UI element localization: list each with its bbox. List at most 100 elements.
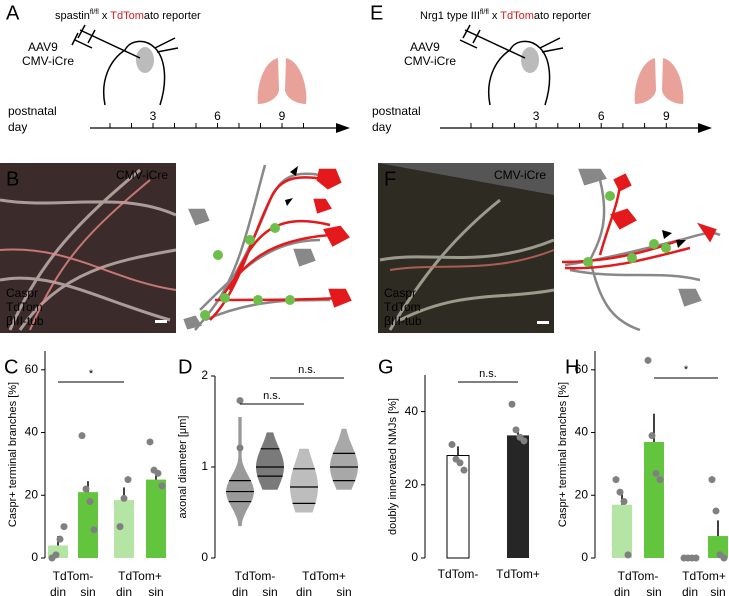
data-point — [644, 356, 652, 364]
x-tick-label: sin — [646, 585, 661, 596]
panel-letter: F — [384, 168, 396, 190]
y-axis-label: doubly innervated NMJs [%] — [387, 398, 399, 535]
x-tick-label: TdTom- — [438, 567, 479, 581]
significance-label: * — [684, 364, 689, 376]
timeline-arrow — [336, 123, 350, 133]
tracing-f — [561, 168, 721, 332]
group-label: TdTom- — [235, 569, 276, 583]
data-point — [78, 432, 86, 440]
stain-label: TdTom — [6, 300, 43, 314]
data-point — [154, 469, 162, 477]
stain-label: Caspr — [6, 286, 38, 300]
group-label: TdTom+ — [682, 569, 726, 583]
data-point — [648, 432, 656, 440]
timeline-label: postnatal — [372, 104, 421, 118]
bar — [146, 479, 166, 558]
data-point — [86, 498, 94, 506]
mouse-a — [71, 24, 179, 106]
tracing-b — [183, 164, 352, 331]
group-label: TdTom+ — [118, 569, 162, 583]
panel-title: Nrg1 type IIIfl/fl x TdTomato reporter — [420, 9, 591, 22]
data-point — [60, 523, 68, 531]
panel-letter: E — [370, 2, 383, 24]
data-point — [712, 507, 720, 515]
x-tick-label: din — [614, 585, 630, 596]
virus: AAV9 — [410, 40, 440, 54]
y-tick-label: 40 — [25, 425, 39, 439]
x-tick-label: sin — [262, 585, 277, 596]
x-tick-label: din — [296, 585, 312, 596]
x-tick-label: sin — [80, 585, 95, 596]
bar — [644, 441, 664, 558]
stain-label: TdTom — [384, 300, 421, 314]
title-part: x — [489, 10, 500, 22]
panel-letter: A — [6, 2, 20, 24]
data-point — [656, 476, 664, 484]
mouse-e — [459, 24, 564, 106]
day-label: 9 — [279, 109, 286, 123]
promoter: CMV-iCre — [404, 54, 456, 68]
promoter-label: CMV-iCre — [116, 168, 168, 182]
panel-title: spastinfl/fl x TdTomato reporter — [55, 9, 201, 22]
title-part: spastin — [55, 10, 90, 22]
data-point — [116, 523, 124, 531]
significance-label: * — [89, 368, 94, 380]
y-axis-label: Caspr+ terminal branches [%] — [557, 382, 569, 527]
timeline-label: day — [8, 120, 27, 134]
data-point — [512, 426, 520, 434]
x-tick-label: din — [50, 585, 66, 596]
significance-label: n.s. — [479, 368, 497, 380]
y-tick-label: 20 — [575, 487, 589, 501]
title-part: fl/fl — [480, 9, 489, 16]
y-axis-label: Caspr+ terminal branches [%] — [7, 382, 19, 527]
data-point — [82, 485, 90, 493]
y-tick-label: 0 — [31, 550, 38, 564]
outlier — [236, 444, 244, 452]
title-part: x — [99, 10, 110, 22]
data-point — [708, 476, 716, 484]
bar — [78, 492, 98, 558]
outlier — [236, 397, 244, 405]
stain-label: βIII-tub — [384, 314, 422, 328]
panel-letter: G — [378, 356, 394, 378]
violin — [330, 428, 358, 490]
timeline-arrow — [698, 123, 712, 133]
bar — [507, 435, 529, 558]
x-tick-label: sin — [148, 585, 163, 596]
violin — [290, 448, 318, 513]
stain-label: Caspr — [384, 286, 416, 300]
x-tick-label: sin — [710, 585, 725, 596]
y-tick-label: 0 — [201, 550, 208, 564]
data-point — [124, 476, 132, 484]
violin — [226, 416, 254, 527]
data-point — [448, 441, 456, 449]
day-label: 3 — [533, 109, 540, 123]
title-part: TdTom — [500, 10, 534, 22]
y-tick-label: 0 — [581, 550, 588, 564]
panel-letter: C — [4, 356, 18, 378]
y-tick-label: 40 — [575, 425, 589, 439]
y-tick-label: 20 — [25, 487, 39, 501]
day-label: 6 — [214, 109, 221, 123]
promoter: CMV-iCre — [22, 54, 74, 68]
data-point — [624, 551, 632, 559]
x-tick-label: din — [232, 585, 248, 596]
bar — [114, 499, 134, 558]
data-point — [720, 554, 728, 562]
x-tick-label: TdTom+ — [496, 567, 540, 581]
data-point — [616, 488, 624, 496]
y-tick-label: 1 — [201, 459, 208, 473]
group-label: TdTom- — [53, 569, 94, 583]
timeline-label: postnatal — [8, 104, 57, 118]
promoter-label: CMV-iCre — [494, 168, 546, 182]
timeline-label: day — [372, 120, 391, 134]
y-tick-label: 2 — [201, 368, 208, 382]
x-tick-label: din — [682, 585, 698, 596]
significance-label: n.s. — [263, 390, 281, 402]
lungs-e — [634, 58, 684, 104]
virus: AAV9 — [28, 40, 58, 54]
data-point — [456, 459, 464, 467]
title-part: ato reporter — [534, 10, 591, 22]
title-part: fl/fl — [90, 9, 99, 16]
